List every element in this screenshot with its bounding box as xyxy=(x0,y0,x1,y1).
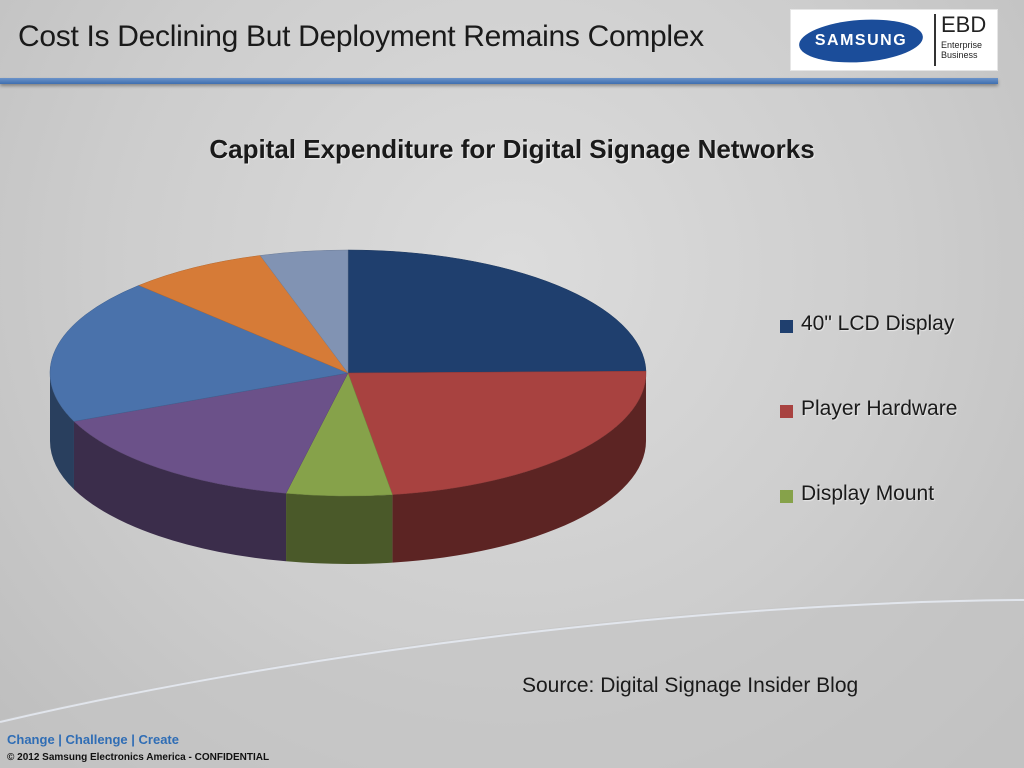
source-note: Source: Digital Signage Insider Blog xyxy=(522,674,859,697)
legend-label-player-hardware: Player Hardware xyxy=(801,397,958,420)
ebd-logo-text: EBD xyxy=(941,12,987,37)
chart-title: Capital Expenditure for Digital Signage … xyxy=(209,134,815,164)
slide-title: Cost Is Declining But Deployment Remains… xyxy=(18,20,704,53)
pie-side-slice-4 xyxy=(73,421,287,562)
samsung-ebd-logo: SAMSUNG EBD Enterprise Business xyxy=(790,9,998,71)
background-swoosh xyxy=(0,598,1024,768)
pie-chart xyxy=(49,249,647,564)
logo-divider xyxy=(934,14,936,66)
legend-label-lcd-display: 40" LCD Display xyxy=(801,312,955,335)
pie-side-slice-5 xyxy=(50,373,74,490)
pie-slice-slice-4 xyxy=(73,372,349,494)
pie-side-display-mount xyxy=(286,493,393,564)
ebd-subtitle-line-2: Business xyxy=(941,50,978,60)
legend-swatch-display-mount xyxy=(780,490,793,503)
pie-slice-player-hardware xyxy=(347,370,647,495)
footer-copyright: © 2012 Samsung Electronics America - CON… xyxy=(7,752,270,763)
pie-slice-40-lcd-display xyxy=(347,249,647,374)
pie-slice-slice-5 xyxy=(49,285,349,422)
ebd-subtitle-line-1: Enterprise xyxy=(941,40,983,50)
samsung-logo-text: SAMSUNG xyxy=(814,32,908,49)
ebd-logo-subtitle: Enterprise Business xyxy=(941,40,995,60)
pie-side-player-hardware xyxy=(392,373,646,563)
footer-tagline: Change | Challenge | Create xyxy=(7,732,179,747)
pie-slice-slice-7 xyxy=(259,249,349,374)
legend-swatch-lcd-display xyxy=(780,320,793,333)
legend-label-display-mount: Display Mount xyxy=(801,482,935,505)
legend-swatch-player-hardware xyxy=(780,405,793,418)
title-underline xyxy=(0,78,998,84)
pie-slice-slice-6 xyxy=(138,255,349,374)
